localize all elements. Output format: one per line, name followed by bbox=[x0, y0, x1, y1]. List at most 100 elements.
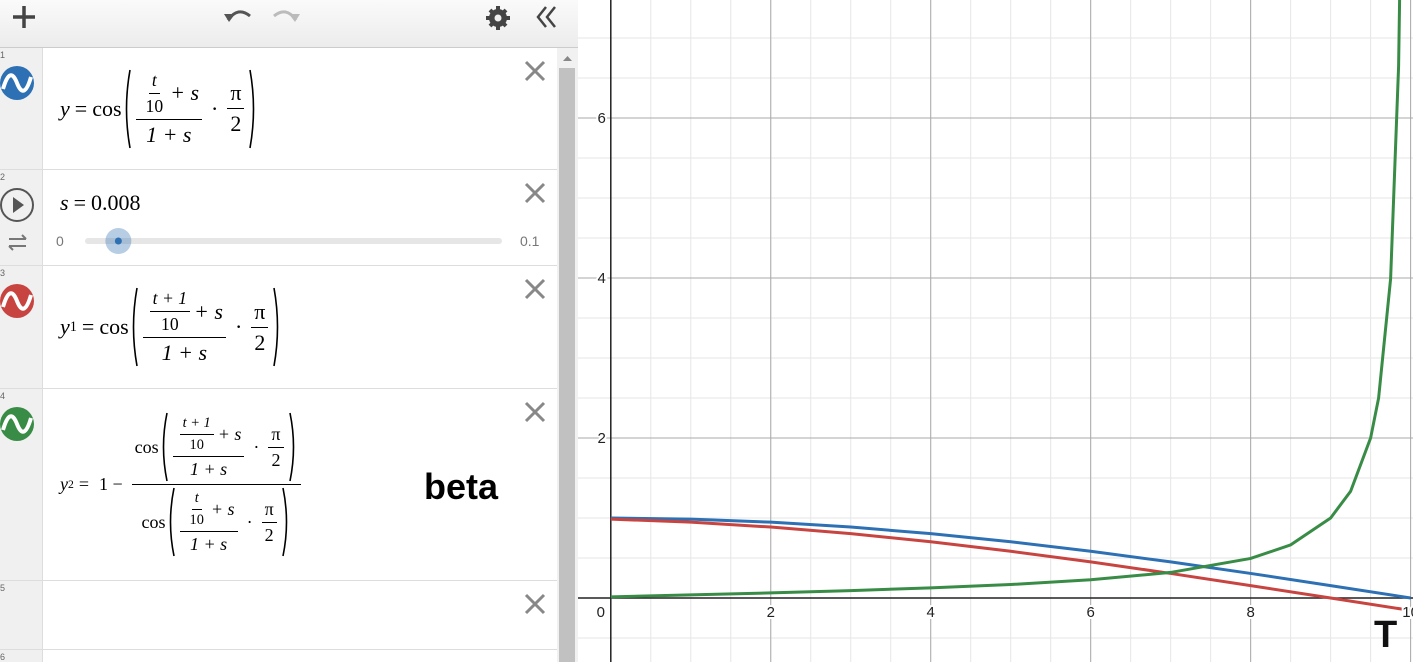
pi: π bbox=[230, 80, 242, 105]
numerator: t + 1 10 + s bbox=[142, 288, 226, 338]
lhs: y bbox=[60, 474, 68, 494]
slider[interactable] bbox=[0, 170, 557, 265]
one-minus: 1 − bbox=[99, 474, 123, 494]
row-number: 2 bbox=[0, 172, 6, 182]
denominator: 2 bbox=[227, 109, 244, 137]
scroll-up[interactable] bbox=[557, 48, 578, 66]
delete-button[interactable] bbox=[524, 60, 546, 82]
plus-s: + s bbox=[210, 498, 235, 519]
curve-icon[interactable] bbox=[0, 65, 36, 101]
parenthesis bbox=[281, 487, 287, 557]
function: cos bbox=[134, 436, 159, 457]
collapse-button[interactable] bbox=[536, 6, 556, 28]
fraction: t 10 + s 1 + s bbox=[135, 69, 203, 148]
dot: · bbox=[253, 436, 260, 457]
curve bbox=[610, 517, 1411, 612]
x-tick-label: 2 bbox=[767, 604, 775, 621]
numerator: π bbox=[268, 423, 284, 448]
lhs: y bbox=[60, 95, 70, 121]
denominator-text: 10 bbox=[189, 511, 204, 528]
slider-row[interactable]: 2 s = 0.008 bbox=[0, 170, 557, 266]
slider-max: 0.1 bbox=[520, 233, 540, 249]
slider-controls[interactable] bbox=[0, 186, 40, 256]
plus-s: + s bbox=[194, 298, 223, 324]
delete-button[interactable] bbox=[524, 182, 546, 204]
math-expression[interactable]: s = 0.008 bbox=[60, 178, 140, 228]
parenthesis bbox=[125, 69, 131, 148]
pi: π bbox=[264, 498, 274, 519]
delete-button[interactable] bbox=[524, 401, 546, 423]
denominator: 1 + s bbox=[143, 120, 194, 148]
dot: · bbox=[211, 95, 219, 121]
numerator: π bbox=[261, 498, 277, 523]
plus-s: + s bbox=[217, 423, 242, 444]
two: 2 bbox=[230, 111, 242, 136]
x-tick-label: 0 bbox=[597, 604, 605, 621]
curve bbox=[610, 516, 1411, 600]
row-number: 3 bbox=[0, 268, 6, 278]
parenthesis bbox=[169, 487, 175, 557]
expression-row[interactable]: 5 bbox=[0, 581, 557, 650]
gutter bbox=[0, 48, 43, 662]
numerator: π bbox=[251, 299, 269, 328]
add-button[interactable] bbox=[13, 6, 35, 28]
curve-icon[interactable] bbox=[0, 283, 36, 319]
curve bbox=[610, 0, 1402, 599]
settings-button[interactable] bbox=[486, 6, 510, 30]
delete-button[interactable] bbox=[524, 593, 546, 615]
x-tick-label: 8 bbox=[1246, 604, 1254, 621]
slider-track bbox=[85, 238, 502, 244]
pi: π bbox=[271, 423, 281, 444]
undo-arrow bbox=[224, 14, 235, 22]
y-tick-label: 2 bbox=[597, 430, 605, 447]
equals: = bbox=[74, 95, 88, 121]
denominator-text: 1 + s bbox=[161, 340, 208, 365]
function: cos bbox=[141, 511, 166, 532]
denominator: 10 bbox=[158, 312, 182, 335]
denominator-text: 10 bbox=[161, 314, 179, 334]
numerator-text: t + 1 bbox=[182, 414, 211, 431]
denominator: 2 bbox=[268, 448, 283, 471]
parenthesis bbox=[249, 69, 255, 148]
denominator: 2 bbox=[251, 328, 268, 356]
redo-arrow bbox=[289, 14, 300, 22]
numerator: π bbox=[227, 80, 245, 109]
fraction: t 10 + s 1 + s bbox=[179, 490, 238, 555]
numerator: t + 1 bbox=[179, 414, 214, 435]
x-tick-label: 6 bbox=[1087, 604, 1095, 621]
graph-paper[interactable]: 0 2 4 6 8 10 2 4 6 bbox=[578, 0, 1413, 662]
two: 2 bbox=[271, 449, 281, 470]
parenthesis bbox=[273, 287, 279, 367]
slider-thumb bbox=[114, 237, 122, 245]
curve-icon[interactable] bbox=[0, 406, 36, 442]
row-number: 4 bbox=[0, 391, 6, 401]
delete-button[interactable] bbox=[524, 278, 546, 300]
scroll-thumb[interactable] bbox=[559, 68, 575, 662]
row-number: 5 bbox=[0, 583, 6, 593]
denominator: 10 bbox=[143, 94, 167, 117]
equals: = bbox=[73, 190, 86, 215]
scrollbar[interactable] bbox=[557, 48, 578, 662]
expression-row[interactable]: 6 bbox=[0, 650, 557, 662]
two: 2 bbox=[254, 329, 266, 355]
toolbar bbox=[0, 0, 578, 48]
numerator-text: t bbox=[151, 69, 157, 90]
fraction: t 10 bbox=[187, 490, 207, 529]
note-label: beta bbox=[424, 466, 499, 507]
numerator: t + 1 10 + s bbox=[172, 414, 245, 457]
